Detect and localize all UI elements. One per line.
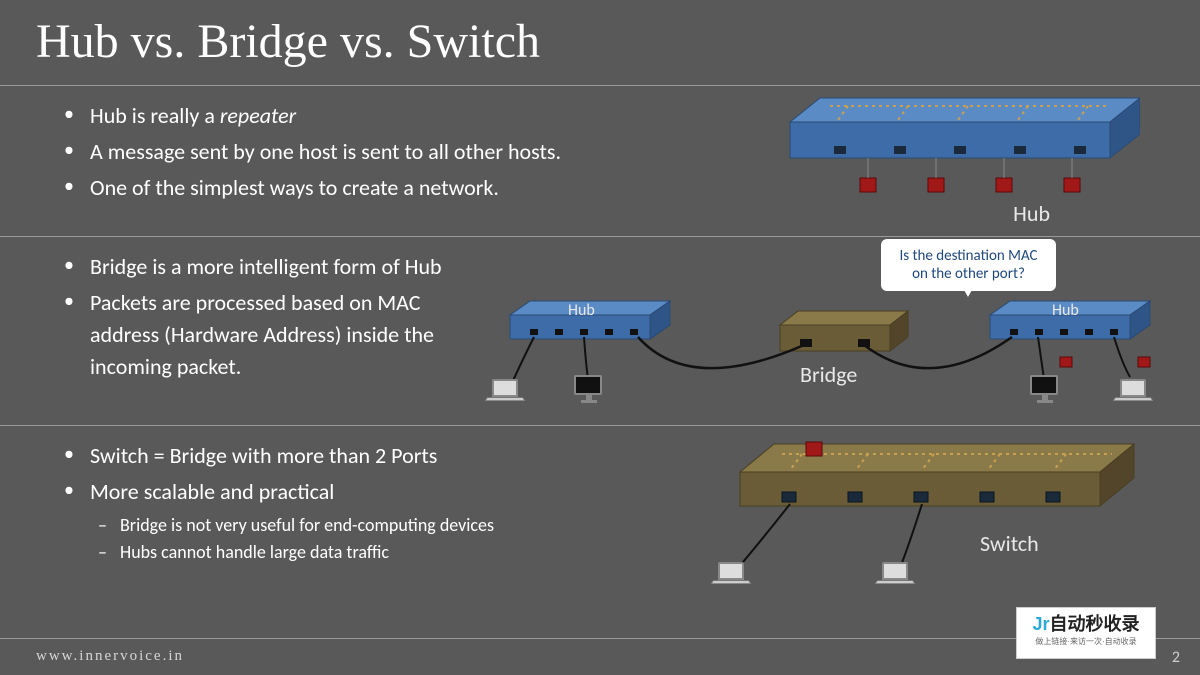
list-item: More scalable and practical <box>50 476 610 508</box>
hub-right-label: Hub <box>1052 301 1079 320</box>
list-item: Bridge is a more intelligent form of Hub <box>50 251 490 283</box>
laptop-icon <box>486 379 526 409</box>
page-number: 2 <box>1172 648 1180 667</box>
switch-label: Switch <box>980 530 1039 557</box>
hub-bullets: Hub is really a repeater A message sent … <box>50 100 730 204</box>
list-item: One of the simplest ways to create a net… <box>50 172 730 204</box>
list-item: Hubs cannot handle large data traffic <box>50 539 610 566</box>
list-item: Packets are processed based on MAC addre… <box>50 287 490 383</box>
bridge-diagram: Is the destination MAC on the other port… <box>490 245 1170 425</box>
list-item: Hub is really a repeater <box>50 100 730 132</box>
watermark-logo-text: 自动秒收录 <box>1050 614 1140 634</box>
hub-label: Hub <box>1013 200 1050 227</box>
laptop-icon <box>1114 379 1154 409</box>
text: Hub is really a <box>90 102 220 129</box>
section-bridge: Bridge is a more intelligent form of Hub… <box>0 237 1200 425</box>
bridge-label: Bridge <box>800 361 857 388</box>
hub-device-icon <box>760 92 1140 232</box>
list-item: A message sent by one host is sent to al… <box>50 136 730 168</box>
switch-bullets: Switch = Bridge with more than 2 Ports M… <box>50 440 610 508</box>
hub-diagram: Hub <box>760 92 1140 232</box>
monitor-icon <box>572 375 606 405</box>
list-item: Bridge is not very useful for end-comput… <box>50 512 610 539</box>
bridge-bullets: Bridge is a more intelligent form of Hub… <box>50 251 490 383</box>
switch-device-icon <box>710 432 1140 602</box>
text-emph: repeater <box>220 102 296 129</box>
list-item: Switch = Bridge with more than 2 Ports <box>50 440 610 472</box>
watermark-tagline: 做上链接·来访一次·自动收录 <box>1017 636 1155 647</box>
monitor-icon <box>1028 375 1062 405</box>
section-switch: Switch = Bridge with more than 2 Ports M… <box>0 426 1200 594</box>
switch-diagram: Switch <box>710 432 1140 602</box>
laptop-icon <box>876 562 916 592</box>
watermark-logo-colored: Jr <box>1032 614 1049 634</box>
watermark-badge: Jr自动秒收录 做上链接·来访一次·自动收录 <box>1016 607 1156 659</box>
page-title: Hub vs. Bridge vs. Switch <box>0 0 1200 85</box>
section-hub: Hub is really a repeater A message sent … <box>0 86 1200 236</box>
footer-url: www.innervoice.in <box>36 648 184 665</box>
hub-left-label: Hub <box>568 301 595 320</box>
switch-sub-bullets: Bridge is not very useful for end-comput… <box>50 512 610 566</box>
laptop-icon <box>712 562 752 592</box>
